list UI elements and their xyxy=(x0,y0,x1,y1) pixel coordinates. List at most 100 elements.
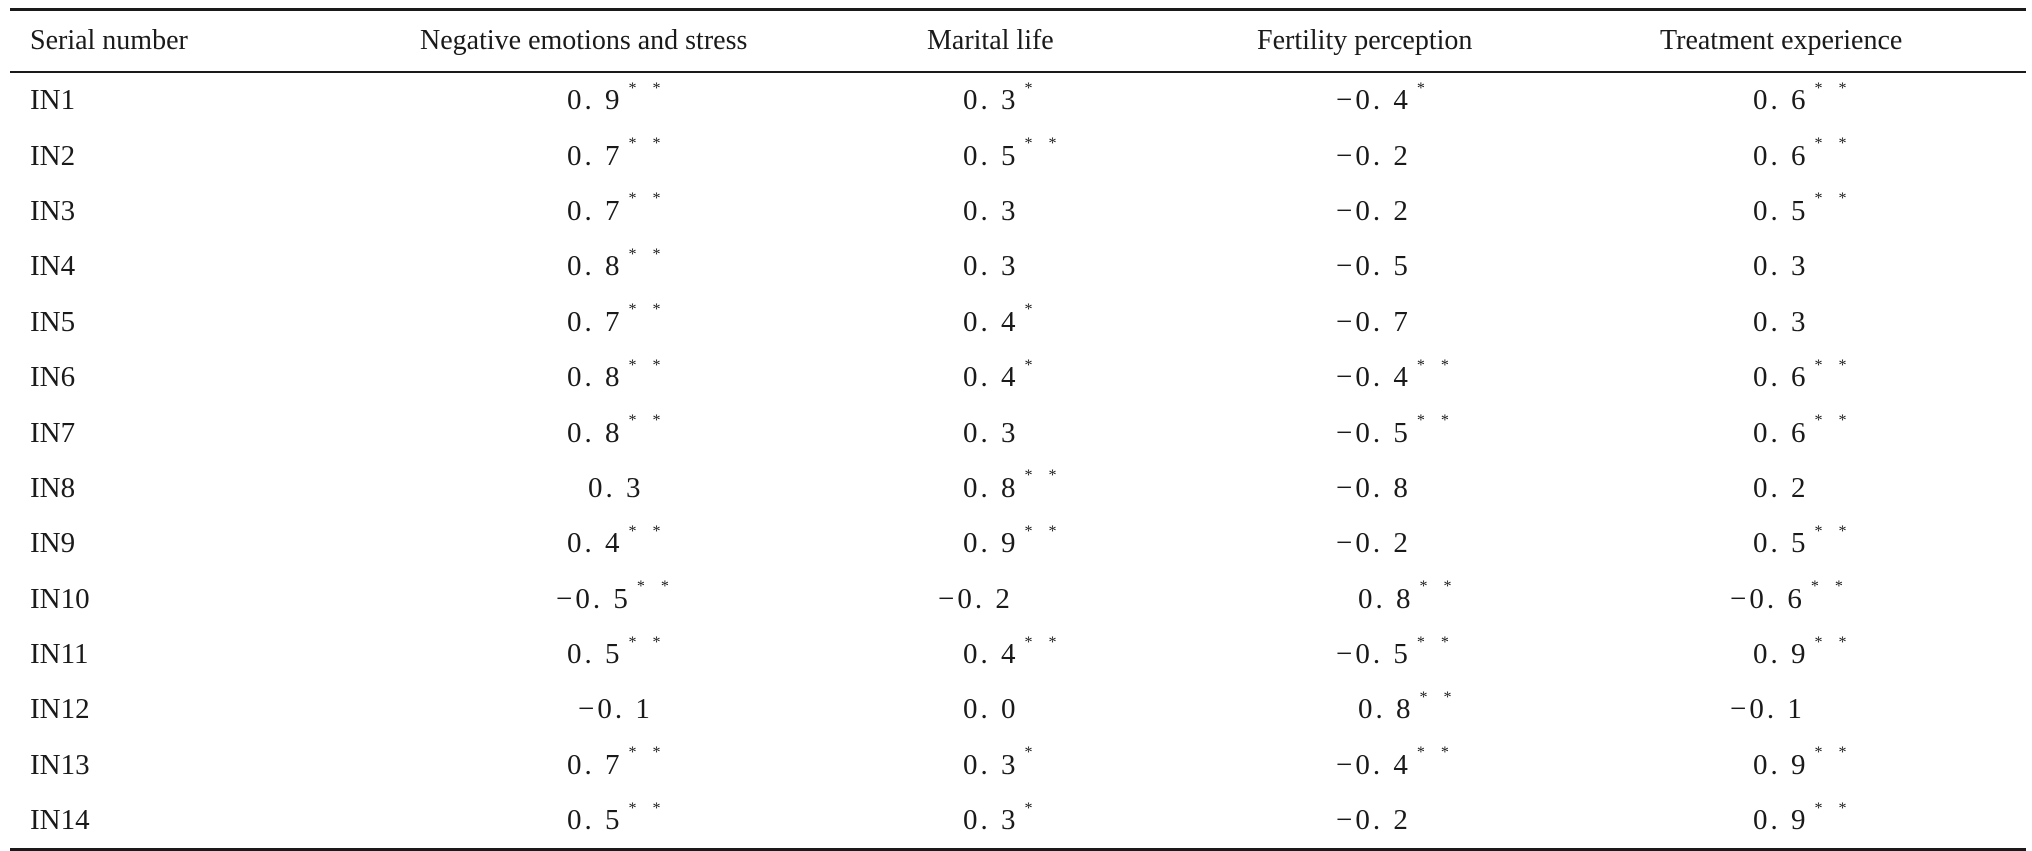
cell-treatment-experience: 0. 6 * * xyxy=(1753,128,1853,183)
cell-fertility-perception: 0. 8 * * xyxy=(1358,572,1458,627)
cell-value: 0. 8 xyxy=(567,416,623,449)
cell-fertility-perception: −0. 5 * * xyxy=(1336,405,1455,460)
correlation-table: Serial number Negative emotions and stre… xyxy=(10,8,2026,851)
cell-value: −0. 4 xyxy=(1336,84,1411,117)
cell-marital-life: 0. 3 xyxy=(963,184,1025,239)
significance-marker: * xyxy=(1416,79,1431,97)
cell-fertility-perception: −0. 2 xyxy=(1336,516,1417,571)
significance-marker: * * xyxy=(1416,633,1455,651)
cell-treatment-experience: 0. 3 xyxy=(1753,295,1815,350)
table-header-rule xyxy=(10,71,2026,73)
cell-negative-emotions: 0. 5 * * xyxy=(567,627,667,682)
cell-value: 0. 6 xyxy=(1753,139,1809,172)
significance-marker: * * xyxy=(628,356,667,374)
table-row: IN5 0. 7 * * 0. 4 * −0. 7 0. 3 xyxy=(10,295,2026,350)
significance-marker: * * xyxy=(1024,467,1063,485)
row-serial-number: IN3 xyxy=(30,194,76,227)
row-serial-number: IN10 xyxy=(30,582,90,615)
cell-marital-life: 0. 9 * * xyxy=(963,516,1063,571)
significance-marker: * xyxy=(1024,799,1039,817)
cell-value: −0. 1 xyxy=(578,693,653,726)
cell-value: −0. 5 xyxy=(1336,250,1411,283)
cell-value: 0. 5 xyxy=(963,139,1019,172)
row-serial-number: IN12 xyxy=(30,693,90,726)
table-row: IN13 0. 7 * * 0. 3 * −0. 4 * * 0. 9 * * xyxy=(10,738,2026,793)
table-row: IN2 0. 7 * * 0. 5 * * −0. 2 0. 6 * * xyxy=(10,128,2026,183)
cell-value: −0. 2 xyxy=(1336,804,1411,837)
table-row: IN9 0. 4 * * 0. 9 * * −0. 2 0. 5 * * xyxy=(10,516,2026,571)
significance-marker: * * xyxy=(1814,799,1853,817)
cell-marital-life: 0. 3 xyxy=(963,405,1025,460)
cell-value: 0. 3 xyxy=(588,471,644,504)
significance-marker: * * xyxy=(628,79,667,97)
cell-negative-emotions: 0. 7 * * xyxy=(567,738,667,793)
cell-marital-life: −0. 2 xyxy=(938,572,1019,627)
cell-value: −0. 6 xyxy=(1730,582,1805,615)
cell-value: −0. 2 xyxy=(938,582,1013,615)
cell-fertility-perception: −0. 4 * * xyxy=(1336,738,1455,793)
cell-treatment-experience: 0. 6 * * xyxy=(1753,73,1853,128)
cell-value: 0. 3 xyxy=(963,84,1019,117)
cell-value: 0. 9 xyxy=(1753,748,1809,781)
cell-fertility-perception: −0. 2 xyxy=(1336,184,1417,239)
cell-value: −0. 4 xyxy=(1336,361,1411,394)
cell-negative-emotions: 0. 9 * * xyxy=(567,73,667,128)
significance-marker: * * xyxy=(628,633,667,651)
significance-marker: * * xyxy=(1416,744,1455,762)
significance-marker: * * xyxy=(628,744,667,762)
cell-treatment-experience: 0. 9 * * xyxy=(1753,627,1853,682)
cell-value: −0. 1 xyxy=(1730,693,1805,726)
cell-value: 0. 5 xyxy=(567,638,623,671)
cell-treatment-experience: 0. 9 * * xyxy=(1753,793,1853,848)
cell-negative-emotions: 0. 7 * * xyxy=(567,184,667,239)
row-serial-number: IN2 xyxy=(30,139,76,172)
cell-negative-emotions: 0. 7 * * xyxy=(567,128,667,183)
significance-marker: * * xyxy=(1416,356,1455,374)
significance-marker: * * xyxy=(636,578,675,596)
cell-value: 0. 9 xyxy=(963,527,1019,560)
cell-value: −0. 2 xyxy=(1336,194,1411,227)
table-top-rule xyxy=(10,8,2026,11)
cell-negative-emotions: 0. 3 xyxy=(588,461,650,516)
cell-marital-life: 0. 0 xyxy=(963,682,1025,737)
significance-marker: * xyxy=(1024,301,1039,319)
cell-value: −0. 5 xyxy=(556,582,631,615)
cell-treatment-experience: 0. 5 * * xyxy=(1753,184,1853,239)
significance-marker: * * xyxy=(1024,135,1063,153)
table-header-row: Serial number Negative emotions and stre… xyxy=(10,11,2026,71)
significance-marker: * * xyxy=(628,190,667,208)
table-row: IN12 −0. 1 0. 0 0. 8 * * −0. 1 xyxy=(10,682,2026,737)
table-row: IN14 0. 5 * * 0. 3 * −0. 2 0. 9 * * xyxy=(10,793,2026,848)
cell-fertility-perception: −0. 8 xyxy=(1336,461,1417,516)
table-row: IN10 −0. 5 * * −0. 2 0. 8 * * −0. 6 * * xyxy=(10,572,2026,627)
cell-marital-life: 0. 4 * xyxy=(963,350,1039,405)
cell-marital-life: 0. 3 * xyxy=(963,793,1039,848)
significance-marker: * * xyxy=(1814,190,1853,208)
cell-negative-emotions: 0. 8 * * xyxy=(567,350,667,405)
cell-marital-life: 0. 5 * * xyxy=(963,128,1063,183)
significance-marker: * * xyxy=(628,799,667,817)
cell-fertility-perception: −0. 7 xyxy=(1336,295,1417,350)
significance-marker: * * xyxy=(628,245,667,263)
cell-value: 0. 7 xyxy=(567,139,623,172)
cell-fertility-perception: −0. 5 xyxy=(1336,239,1417,294)
cell-value: 0. 3 xyxy=(963,416,1019,449)
row-serial-number: IN4 xyxy=(30,250,76,283)
row-serial-number: IN9 xyxy=(30,527,76,560)
cell-treatment-experience: −0. 1 xyxy=(1730,682,1811,737)
cell-value: 0. 9 xyxy=(1753,638,1809,671)
table-row: IN11 0. 5 * * 0. 4 * * −0. 5 * * 0. 9 * * xyxy=(10,627,2026,682)
significance-marker: * xyxy=(1024,79,1039,97)
cell-marital-life: 0. 4 * * xyxy=(963,627,1063,682)
cell-fertility-perception: −0. 5 * * xyxy=(1336,627,1455,682)
significance-marker: * * xyxy=(1814,356,1853,374)
cell-value: 0. 3 xyxy=(963,748,1019,781)
cell-value: 0. 3 xyxy=(1753,250,1809,283)
cell-treatment-experience: 0. 9 * * xyxy=(1753,738,1853,793)
table-row: IN3 0. 7 * * 0. 3 −0. 2 0. 5 * * xyxy=(10,184,2026,239)
cell-value: 0. 4 xyxy=(567,527,623,560)
table-row: IN1 0. 9 * * 0. 3 * −0. 4 * 0. 6 * * xyxy=(10,73,2026,128)
header-fertility-perception: Fertility perception xyxy=(1257,25,1473,56)
cell-value: 0. 4 xyxy=(963,638,1019,671)
table-row: IN8 0. 3 0. 8 * * −0. 8 0. 2 xyxy=(10,461,2026,516)
